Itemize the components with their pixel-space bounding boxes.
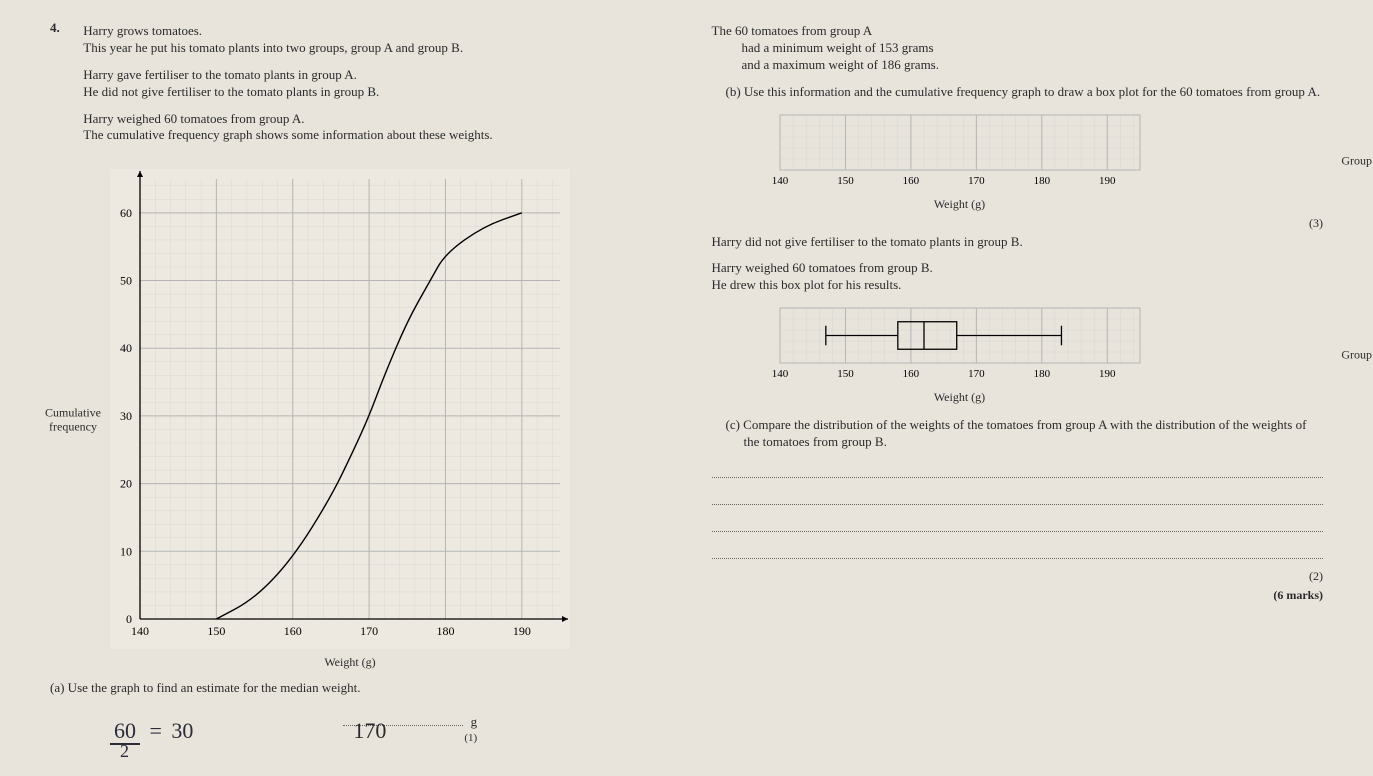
box-b-x-label: Weight (g) [780, 390, 1140, 405]
intro-l6: The cumulative frequency graph shows som… [83, 127, 492, 142]
svg-text:40: 40 [120, 342, 132, 356]
part-a-answer-area: 60 = 30 2 170 g (1) [110, 707, 662, 744]
intro-l5: Harry weighed 60 tomatoes from group A. [83, 111, 304, 126]
svg-text:50: 50 [120, 274, 132, 288]
x-axis-label: Weight (g) [140, 655, 560, 670]
intro-l4: He did not give fertiliser to the tomato… [83, 84, 379, 99]
box-plot-b-svg: 140 150 160 170 180 190 [752, 304, 1152, 384]
cum-freq-svg: 140 150 160 170 180 190 0 10 20 30 40 50 60 [110, 169, 570, 649]
svg-text:190: 190 [1099, 368, 1116, 380]
svg-text:140: 140 [771, 175, 788, 187]
svg-text:190: 190 [513, 624, 531, 638]
part-a-working: 60 = 30 2 [110, 718, 193, 744]
part-a-unit: g [471, 714, 478, 729]
answer-line [712, 542, 1324, 559]
part-a-answer-value: 170 [353, 718, 386, 744]
part-c-prompt: (c) Compare the distribution of the weig… [726, 417, 1324, 451]
svg-text:150: 150 [837, 368, 854, 380]
intro-l3: Harry gave fertiliser to the tomato plan… [83, 67, 357, 82]
svg-text:170: 170 [968, 175, 985, 187]
box-plot-a-svg: 140 150 160 170 180 190 [752, 111, 1152, 191]
svg-text:140: 140 [771, 368, 788, 380]
y-axis-label-l1: Cumulative [45, 405, 101, 419]
left-column: 4. Harry grows tomatoes. This year he pu… [50, 20, 662, 766]
svg-text:150: 150 [207, 624, 225, 638]
part-c-marks: (2) [712, 569, 1324, 584]
svg-text:60: 60 [120, 206, 132, 220]
mid-l2: Harry weighed 60 tomatoes from group B. [712, 260, 933, 275]
svg-text:190: 190 [1099, 175, 1116, 187]
part-b-marks: (3) [712, 216, 1324, 231]
question-number: 4. [50, 20, 80, 36]
svg-text:170: 170 [968, 368, 985, 380]
cumulative-frequency-chart: Cumulative frequency 1401501601701801900… [110, 169, 662, 670]
box-plot-a-area: 140150160170180190 Group A Weight (g) [752, 111, 1324, 212]
svg-text:160: 160 [902, 368, 919, 380]
mid-l3: He drew this box plot for his results. [712, 277, 902, 292]
svg-text:180: 180 [1033, 175, 1050, 187]
total-marks: (6 marks) [712, 588, 1324, 603]
right-intro-l1: The 60 tomatoes from group A [712, 23, 873, 38]
intro-l1: Harry grows tomatoes. [83, 23, 202, 38]
svg-text:180: 180 [1033, 368, 1050, 380]
svg-text:170: 170 [360, 624, 378, 638]
svg-text:0: 0 [126, 612, 132, 626]
svg-text:20: 20 [120, 477, 132, 491]
box-plot-a-label: Group A [1341, 154, 1373, 169]
y-axis-label-l2: frequency [49, 420, 97, 434]
right-intro-l2: had a minimum weight of 153 grams [742, 40, 934, 55]
svg-text:30: 30 [120, 409, 132, 423]
answer-line [712, 461, 1324, 478]
answer-line [712, 488, 1324, 505]
right-intro-l3: and a maximum weight of 186 grams. [742, 57, 940, 72]
svg-text:150: 150 [837, 175, 854, 187]
part-a-prompt: (a) Use the graph to find an estimate fo… [50, 680, 662, 697]
box-a-x-label: Weight (g) [780, 197, 1140, 212]
svg-text:140: 140 [131, 624, 149, 638]
box-plot-b-area: 140150160170180190 Group B Weight (g) [752, 304, 1324, 405]
mid-l1: Harry did not give fertiliser to the tom… [712, 234, 1324, 251]
svg-text:180: 180 [436, 624, 454, 638]
svg-text:10: 10 [120, 545, 132, 559]
box-plot-b-label: Group B [1341, 347, 1373, 362]
part-b-prompt: (b) Use this information and the cumulat… [726, 84, 1324, 101]
intro-l2: This year he put his tomato plants into … [83, 40, 463, 55]
svg-text:160: 160 [902, 175, 919, 187]
svg-text:160: 160 [284, 624, 302, 638]
answer-line [712, 515, 1324, 532]
question-intro: Harry grows tomatoes. This year he put h… [83, 20, 655, 154]
right-column: The 60 tomatoes from group A had a minim… [712, 20, 1344, 766]
